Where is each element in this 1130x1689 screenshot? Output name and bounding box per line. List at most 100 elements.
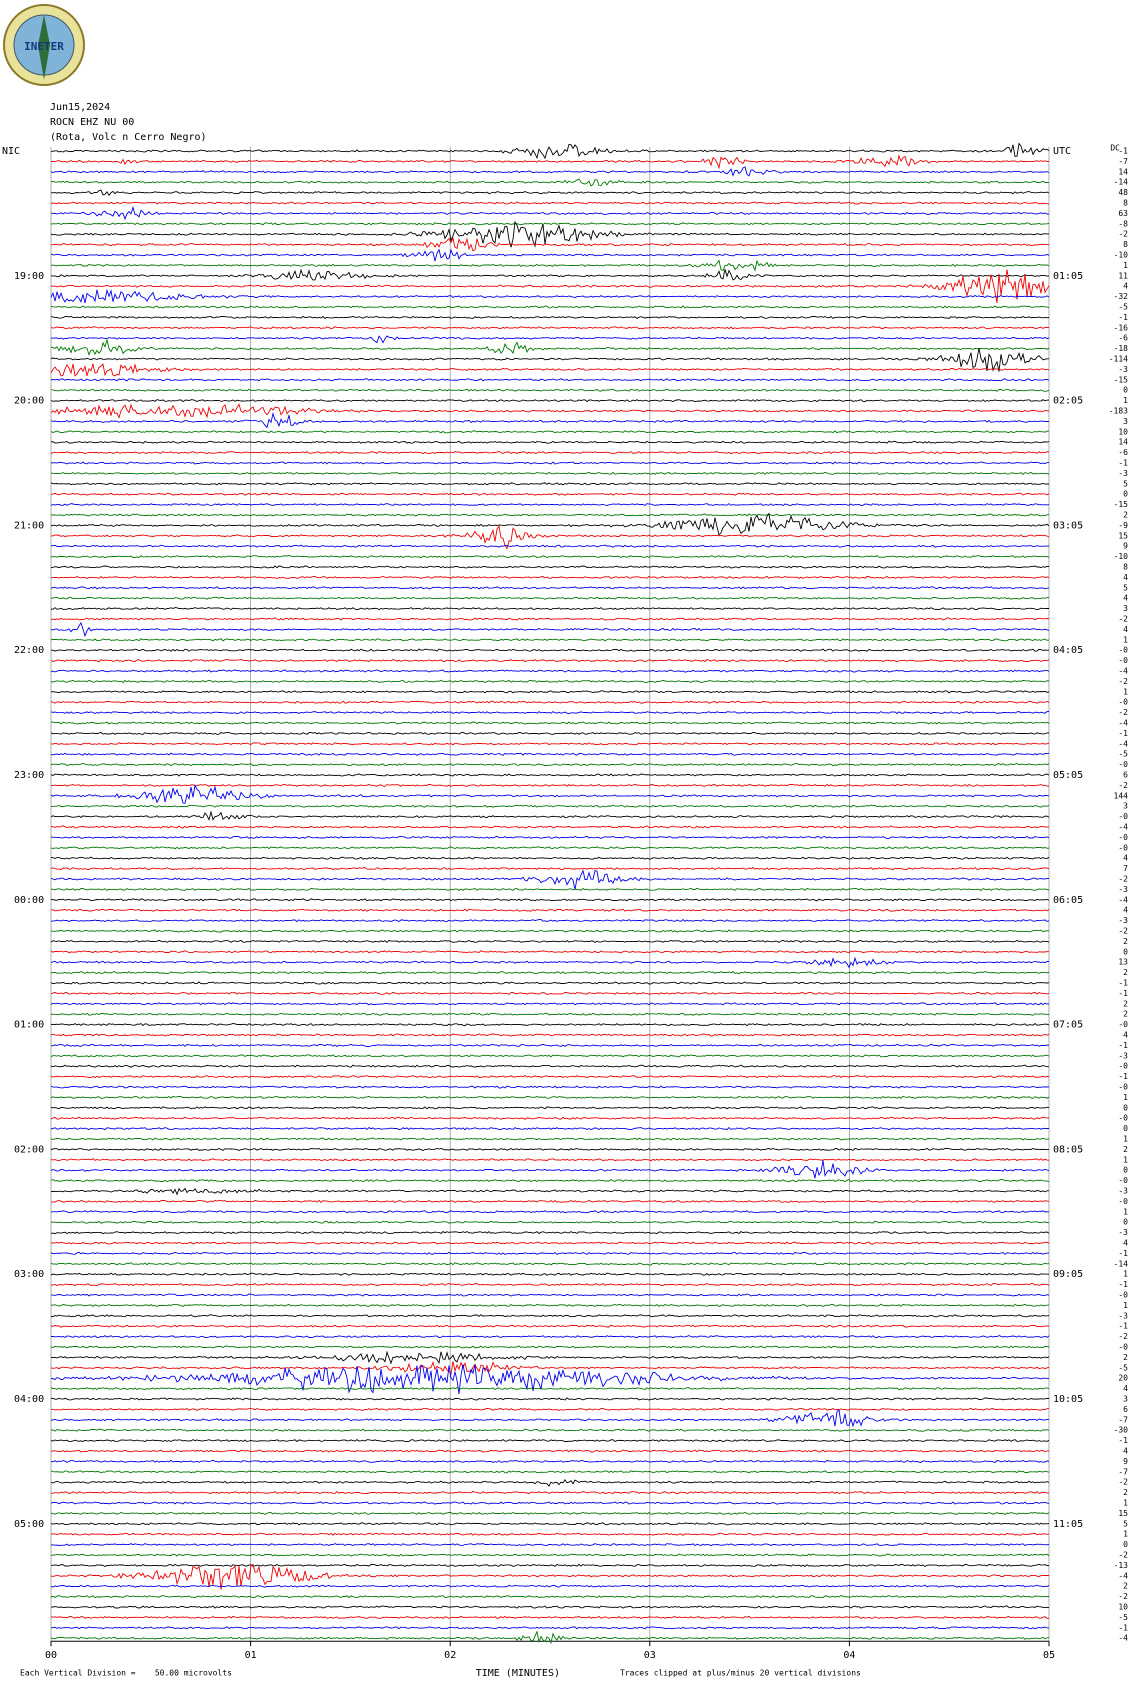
seismic-trace [50,1563,1050,1590]
seismic-trace [50,1409,1050,1428]
seismic-trace [50,898,1050,902]
seismic-trace [50,1543,1050,1547]
dc-offset: -2 [1118,927,1128,936]
seismic-trace [50,1272,1050,1276]
dc-offset: 1 [1123,1093,1128,1102]
dc-offset: 7 [1123,864,1128,873]
seismic-trace [50,919,1050,923]
dc-offset: 14 [1118,438,1128,447]
seismic-trace [50,763,1050,767]
dc-offset: -30 [1114,1426,1129,1435]
seismic-trace [50,1584,1050,1588]
seismic-trace [50,315,1050,319]
dc-offset: 1 [1123,1499,1128,1508]
dc-offset: 2 [1123,968,1128,977]
dc-offset: -14 [1114,178,1129,187]
nic-time-label: 00:00 [14,895,44,906]
dc-offset: 1 [1123,1135,1128,1144]
dc-offset: 4 [1123,573,1128,582]
seismic-trace [50,1160,1050,1179]
seismic-trace [50,956,1050,969]
dc-offset: 6 [1123,771,1128,780]
dc-offset: -32 [1114,292,1129,301]
dc-offset: -2 [1118,708,1128,717]
seismic-trace [50,269,1050,303]
seismic-trace [50,1501,1050,1505]
dc-offset: -1 [1118,989,1128,998]
dc-offset: 8 [1123,240,1128,249]
dc-offset: 10 [1118,1603,1128,1612]
seismic-trace [50,1387,1050,1391]
seismic-trace [50,1282,1050,1287]
seismic-trace [50,1345,1050,1349]
dc-offset: 3 [1123,417,1128,426]
seismic-trace [50,971,1050,975]
seismic-trace [50,648,1050,652]
dc-offset: 6 [1123,1405,1128,1414]
dc-header: DC [1110,144,1120,153]
dc-offset: 4 [1123,1031,1128,1040]
dc-offset: -3 [1118,916,1128,925]
dc-offset: -8 [1118,219,1128,228]
dc-offset: -14 [1114,1259,1129,1268]
seismic-trace [50,679,1050,684]
dc-offset: -2 [1118,615,1128,624]
dc-offset: -4 [1118,1634,1128,1643]
seismic-trace [50,1023,1050,1027]
seismic-trace [50,1147,1050,1152]
dc-offset: -9 [1118,521,1128,530]
seismic-trace [50,607,1049,611]
dc-offset: -3 [1118,365,1128,374]
dc-offset: 144 [1114,791,1129,800]
seismic-trace [50,1179,1050,1183]
dc-offset: -2 [1118,230,1128,239]
utc-time-label: UTC [1053,146,1071,157]
dc-offset: 0 [1123,1218,1128,1227]
seismic-trace [50,596,1050,600]
dc-offset: -6 [1118,334,1128,343]
seismic-trace [50,1303,1050,1308]
dc-offset: -2 [1118,781,1128,790]
dc-offset: -15 [1114,500,1129,509]
dc-offset: -4 [1118,823,1128,832]
seismic-trace [50,338,1050,356]
dc-offset: 1 [1123,635,1128,644]
dc-offset: 0 [1123,1166,1128,1175]
seismic-trace [50,1137,1050,1141]
seismic-trace [50,220,1049,248]
dc-offset: 2 [1123,1488,1128,1497]
seismic-trace [50,512,1050,536]
dc-offset: -5 [1118,1613,1128,1622]
dc-offset: -0 [1118,656,1128,665]
dc-offset: -6 [1118,448,1128,457]
seismic-trace [50,305,1050,309]
dc-offset: -1 [1118,1072,1128,1081]
seismic-trace [50,1553,1050,1557]
dc-offset: -1 [1118,1280,1128,1289]
seismic-trace [50,991,1050,995]
seismic-trace [50,1085,1050,1089]
seismic-trace [50,1187,1049,1196]
seismic-trace [50,1459,1050,1464]
dc-offset: -1 [1118,313,1128,322]
seismic-trace [50,1075,1050,1079]
dc-offset: -1 [1118,459,1128,468]
dc-offset: 2 [1123,999,1128,1008]
dc-offset: -0 [1118,1020,1128,1029]
dc-offset: -2 [1118,1551,1128,1560]
seismic-trace [50,1158,1050,1162]
dc-offset: -2 [1118,1478,1128,1487]
dc-offset: -16 [1114,323,1129,332]
dc-offset: 4 [1123,854,1128,863]
dc-offset: -1 [1118,1322,1128,1331]
dc-offset: -0 [1118,1062,1128,1071]
x-tick-label: 01 [245,1650,257,1661]
dc-offset: -0 [1118,1083,1128,1092]
dc-offset: -15 [1114,375,1129,384]
dc-offset: -0 [1118,843,1128,852]
dc-offset: -4 [1118,739,1128,748]
dc-offset: -1 [1118,729,1128,738]
utc-time-label: 07:05 [1053,1020,1083,1031]
dc-offset: 2 [1123,511,1128,520]
dc-offset: 1 [1123,1301,1128,1310]
